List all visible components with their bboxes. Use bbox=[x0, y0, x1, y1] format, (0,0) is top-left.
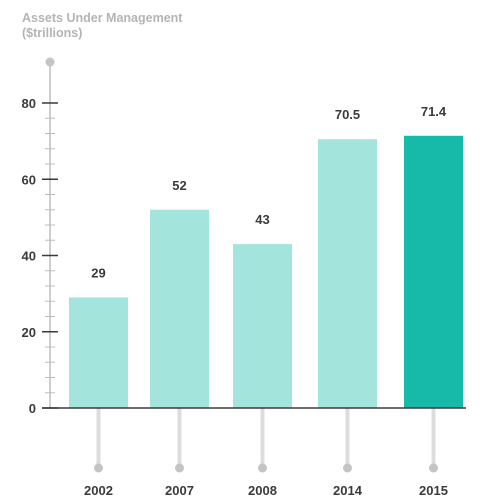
x-tick-label-2014: 2014 bbox=[333, 483, 363, 498]
chart-title-line-2: ($trillions) bbox=[22, 26, 83, 40]
x-tick-label-2015: 2015 bbox=[419, 483, 448, 498]
category-guide-dot bbox=[429, 463, 438, 473]
y-tick-label: 20 bbox=[22, 325, 36, 340]
bar-2014 bbox=[318, 139, 377, 408]
x-tick-label-2007: 2007 bbox=[165, 483, 194, 498]
category-guide-dot bbox=[94, 463, 103, 473]
y-tick-label: 0 bbox=[29, 401, 36, 416]
value-label-2002: 29 bbox=[91, 265, 105, 280]
value-label-2007: 52 bbox=[172, 178, 186, 193]
y-axis-top-dot bbox=[45, 57, 55, 67]
chart-title-line-1: Assets Under Management bbox=[22, 11, 183, 25]
value-label-2015: 71.4 bbox=[421, 104, 447, 119]
bar-2008 bbox=[233, 244, 292, 408]
value-label-2014: 70.5 bbox=[335, 107, 360, 122]
x-tick-label-2008: 2008 bbox=[248, 483, 277, 498]
category-guide-dot bbox=[343, 463, 352, 473]
x-tick-label-2002: 2002 bbox=[84, 483, 113, 498]
bar-2007 bbox=[150, 209, 209, 408]
category-guide-dot bbox=[258, 463, 267, 473]
bar-2015 bbox=[404, 135, 463, 408]
bar-2002 bbox=[69, 297, 128, 408]
category-guide-dot bbox=[175, 463, 184, 473]
value-label-2008: 43 bbox=[255, 212, 269, 227]
y-tick-label: 40 bbox=[22, 249, 36, 264]
y-tick-label: 60 bbox=[22, 172, 36, 187]
y-tick-label: 80 bbox=[22, 96, 36, 111]
